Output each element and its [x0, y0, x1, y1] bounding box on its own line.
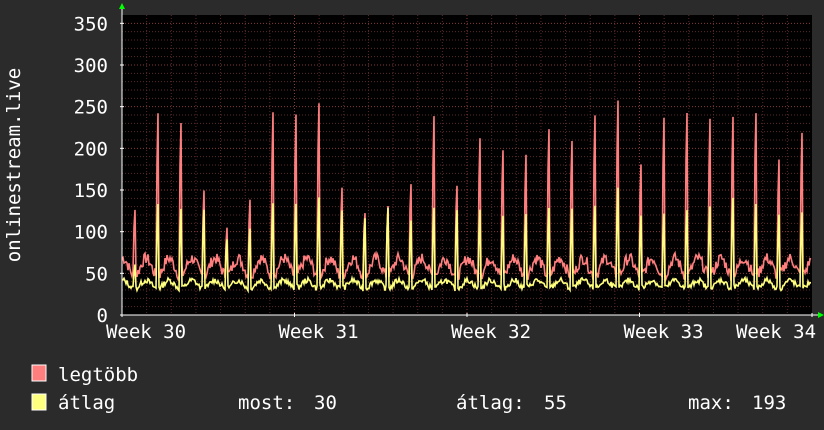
y-axis-arrow [119, 3, 125, 9]
x-tick-label: Week 30 [106, 321, 186, 343]
legend: legtöbb átlag most: 30 átlag: 55 max: 19… [31, 364, 786, 414]
y-tick-label: 250 [74, 97, 108, 119]
y-tick-label: 0 [97, 305, 108, 327]
grid [122, 15, 812, 315]
legend-label-legtobb: legtöbb [58, 364, 138, 386]
y-tick-label: 150 [74, 180, 108, 202]
stat-max-label: max: [688, 392, 734, 414]
x-axis-arrow [818, 312, 824, 318]
stat-max-value: 193 [752, 392, 786, 414]
x-tick-label: Week 34 [736, 321, 816, 343]
stat-now-value: 30 [314, 392, 337, 414]
x-tick-label: Week 32 [451, 321, 531, 343]
x-tick-label: Week 33 [623, 321, 703, 343]
series-line-atlag [121, 187, 811, 294]
x-tick-label: Week 31 [278, 321, 358, 343]
legend-swatch-legtobb [31, 364, 47, 382]
y-tick-label: 350 [74, 13, 108, 35]
y-tick-label: 50 [85, 263, 108, 285]
stat-avg-label: átlag: [456, 392, 525, 414]
series-line-legtobb [121, 100, 812, 282]
y-tick-label: 300 [74, 55, 108, 77]
legend-label-atlag: átlag [58, 392, 115, 414]
stat-avg-value: 55 [544, 392, 567, 414]
stat-now-label: most: [238, 392, 295, 414]
legend-swatch-atlag [31, 393, 47, 411]
y-tick-label: 200 [74, 138, 108, 160]
series-layer [121, 100, 812, 294]
y-axis-label: onlinestream.live [3, 68, 25, 262]
axes: 0 50 100 150 200 250 300 350 Week 30 Week 31 Week … [74, 3, 824, 343]
y-tick-label: 100 [74, 222, 108, 244]
